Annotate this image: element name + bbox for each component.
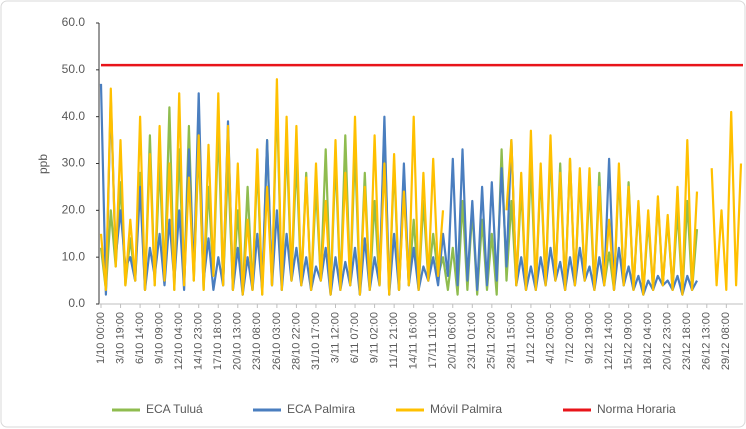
x-tick-label: 31/10 17:00 [310, 312, 322, 370]
x-tick-label: 23/10 08:00 [251, 312, 263, 370]
y-axis-label: ppb [36, 154, 50, 174]
legend-label: Móvil Palmira [430, 402, 502, 416]
y-tick-label: 60.0 [62, 15, 86, 29]
x-tick-label: 6/11 07:00 [349, 312, 361, 363]
x-tick-label: 4/12 05:00 [544, 312, 556, 364]
x-tick-label: 9/12 19:00 [583, 312, 595, 364]
x-tick-label: 17/10 18:00 [212, 312, 224, 370]
y-tick-label: 30.0 [62, 156, 86, 170]
y-tick-label: 20.0 [62, 203, 86, 217]
x-tick-label: 14/11 16:00 [408, 312, 420, 369]
legend-label: ECA Tuluá [146, 402, 203, 416]
x-tick-label: 6/10 14:00 [134, 312, 146, 364]
x-tick-label: 3/10 19:00 [114, 312, 126, 364]
x-tick-label: 29/12 08:00 [720, 312, 732, 370]
y-tick-label: 50.0 [62, 62, 86, 76]
y-tick-label: 40.0 [62, 109, 86, 123]
y-tick-label: 0.0 [68, 296, 85, 310]
x-tick-label: 3/11 12:00 [329, 312, 341, 363]
x-tick-label: 11/11 21:00 [388, 312, 400, 368]
x-tick-label: 14/10 23:00 [193, 312, 205, 370]
x-tick-label: 1/10 00:00 [95, 312, 107, 364]
series-line [99, 78, 743, 296]
x-tick-label: 23/12 18:00 [681, 312, 693, 370]
legend-label: Norma Horaria [597, 402, 676, 416]
x-tick-label: 1/12 10:00 [525, 312, 537, 364]
x-tick-label: 15/12 09:00 [623, 312, 635, 370]
x-tick-label: 9/10 09:00 [154, 312, 166, 364]
x-tick-label: 20/11 06:00 [447, 312, 459, 369]
x-tick-label: 26/12 13:00 [701, 312, 713, 370]
x-tick-label: 26/10 03:00 [271, 312, 283, 370]
x-tick-label: 12/10 04:00 [173, 312, 185, 370]
x-tick-label: 9/11 02:00 [368, 312, 380, 363]
x-tick-label: 25/11 20:00 [486, 312, 498, 369]
legend-label: ECA Palmira [287, 402, 355, 416]
x-tick-label: 20/12 23:00 [662, 312, 674, 370]
x-tick-label: 28/11 15:00 [505, 312, 517, 369]
x-tick-label: 12/12 14:00 [603, 312, 615, 370]
x-tick-label: 28/10 22:00 [290, 312, 302, 370]
x-tick-label: 23/11 01:00 [466, 312, 478, 369]
y-tick-label: 10.0 [62, 249, 86, 263]
x-tick-label: 7/12 00:00 [564, 312, 576, 364]
x-tick-label: 20/10 13:00 [232, 312, 244, 370]
x-tick-label: 17/11 11:00 [427, 312, 439, 368]
x-tick-label: 18/12 04:00 [642, 312, 654, 370]
